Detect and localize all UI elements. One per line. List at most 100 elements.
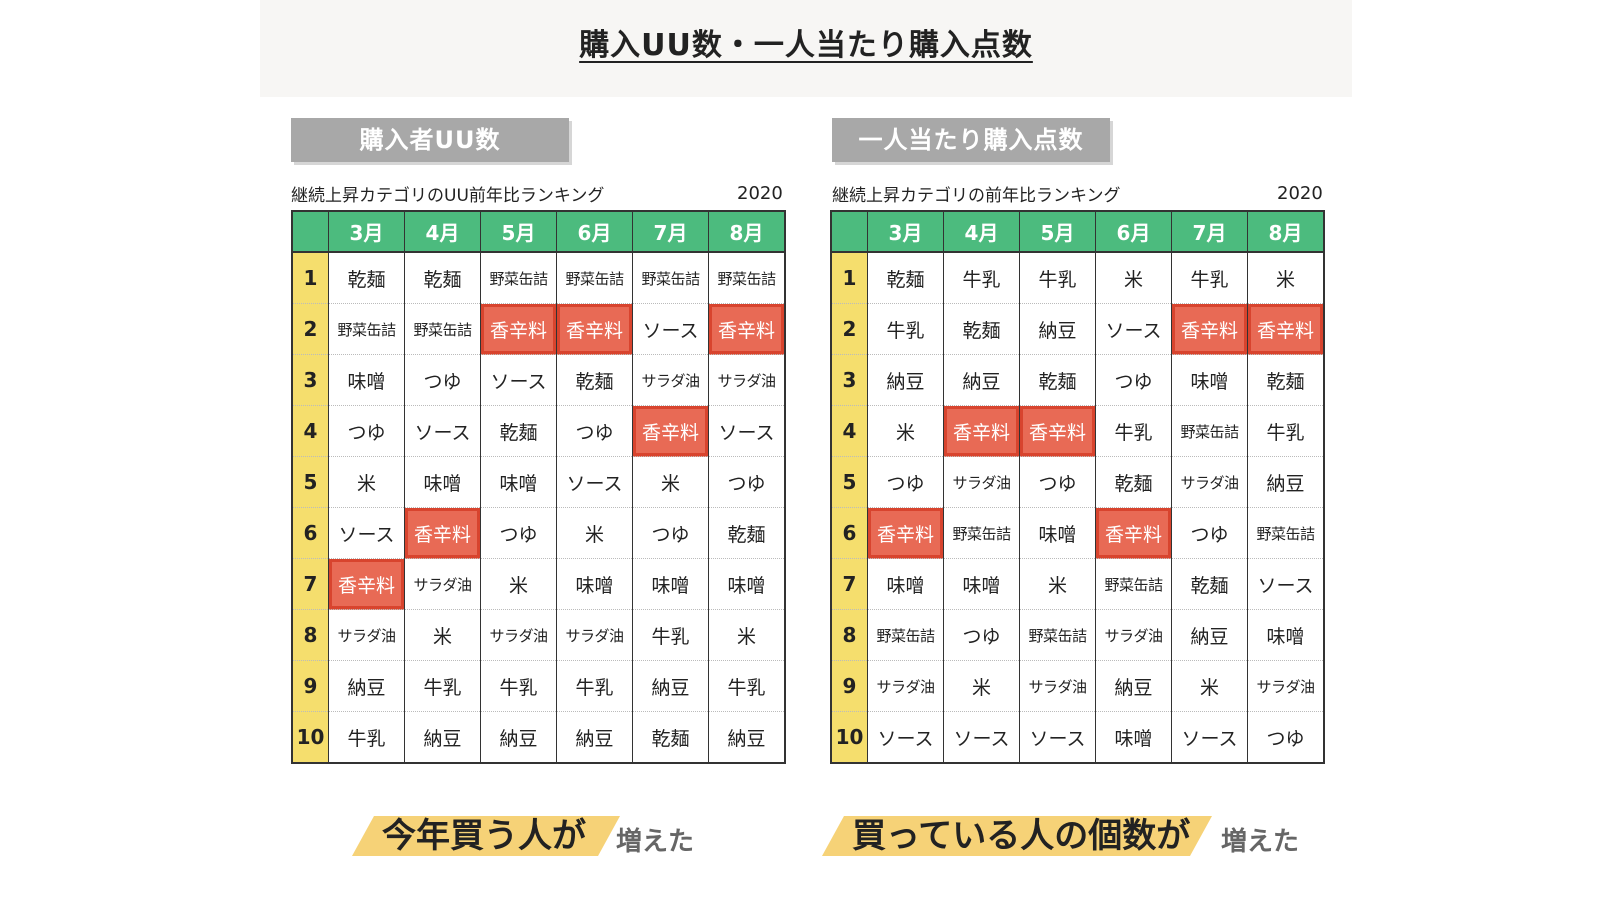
table-cell: 米: [328, 456, 405, 508]
table-cell: ソース: [1247, 558, 1324, 610]
column-header-month: 7月: [632, 211, 709, 253]
table-cell: ソース: [943, 711, 1020, 763]
table-cell: 味噌: [1019, 507, 1096, 559]
rank-number: 6: [292, 507, 329, 559]
table-cell: 野菜缶詰: [404, 303, 481, 355]
table-title-per-person: 継続上昇カテゴリの前年比ランキング: [832, 186, 1121, 206]
table-cell: 米: [943, 660, 1020, 712]
table-cell: 野菜缶詰: [556, 251, 633, 304]
footer-banner-right: 買っている人の個数が 増えた: [822, 816, 1322, 857]
table-cell-highlighted: 香辛料: [1247, 303, 1324, 355]
table-cell: 野菜缶詰: [480, 251, 557, 304]
table-cell-highlighted: 香辛料: [1171, 303, 1248, 355]
table-cell: サラダ油: [1019, 660, 1096, 712]
section-label-uu: 購入者UU数: [291, 118, 569, 162]
table-cell: ソース: [708, 405, 785, 457]
table-cell: サラダ油: [328, 609, 405, 661]
table-cell: つゆ: [943, 609, 1020, 661]
table-cell: 味噌: [1171, 354, 1248, 406]
banner-small-text: 増えた: [1221, 827, 1300, 857]
column-header-month: 6月: [556, 211, 633, 253]
table-cell: 納豆: [480, 711, 557, 763]
rank-number: 1: [292, 251, 329, 304]
table-row: 2 野菜缶詰 野菜缶詰 香辛料 香辛料 ソース 香辛料: [292, 303, 785, 355]
rank-number: 3: [292, 354, 329, 406]
table-cell: ソース: [480, 354, 557, 406]
table-row: 9 サラダ油米サラダ油 納豆米サラダ油: [831, 660, 1324, 712]
table-row: 1 乾麺 牛乳 牛乳米牛乳米: [831, 251, 1324, 304]
column-header-month: 7月: [1171, 211, 1248, 253]
table-cell: 牛乳: [328, 711, 405, 763]
table-cell: 納豆: [708, 711, 785, 763]
table-cell: 米: [867, 405, 944, 457]
table-cell: 乾麺: [404, 251, 481, 304]
table-cell: 米: [632, 456, 709, 508]
table-cell: 納豆: [556, 711, 633, 763]
table-row: 7 香辛料 サラダ油米味噌 味噌 味噌: [292, 558, 785, 610]
table-cell: 野菜缶詰: [632, 251, 709, 304]
column-header-month: 8月: [1247, 211, 1324, 253]
table-cell: 野菜缶詰: [1019, 609, 1096, 661]
table-cell: 牛乳: [708, 660, 785, 712]
banner-highlight-bar: [822, 816, 1212, 856]
table-cell: 乾麺: [1247, 354, 1324, 406]
table-cell: 味噌: [556, 558, 633, 610]
table-cell: つゆ: [328, 405, 405, 457]
table-cell: つゆ: [404, 354, 481, 406]
table-cell: つゆ: [632, 507, 709, 559]
table-cell: つゆ: [708, 456, 785, 508]
table-cell: サラダ油: [404, 558, 481, 610]
rank-number: 3: [831, 354, 868, 406]
table-cell: 納豆: [1247, 456, 1324, 508]
table-title-uu: 継続上昇カテゴリのUU前年比ランキング: [291, 186, 605, 206]
column-header-month: 8月: [708, 211, 785, 253]
column-header-month: 5月: [480, 211, 557, 253]
rank-number: 1: [831, 251, 868, 304]
table-cell: サラダ油: [556, 609, 633, 661]
table-cell: 米: [708, 609, 785, 661]
table-cell-highlighted: 香辛料: [1095, 507, 1172, 559]
table-cell: 味噌: [632, 558, 709, 610]
table-row: 6 香辛料 野菜缶詰 味噌 香辛料 つゆ 野菜缶詰: [831, 507, 1324, 559]
table-cell: サラダ油: [867, 660, 944, 712]
table-row: 3 納豆 納豆 乾麺 つゆ 味噌 乾麺: [831, 354, 1324, 406]
banner-highlight-bar: [352, 816, 620, 856]
banner-big-text: 今年買う人が: [382, 816, 586, 856]
rank-number: 2: [831, 303, 868, 355]
table-row: 5 米味噌 味噌 ソース米つゆ: [292, 456, 785, 508]
table-cell: 乾麺: [1019, 354, 1096, 406]
table-row: 3 味噌 つゆ ソース 乾麺 サラダ油 サラダ油: [292, 354, 785, 406]
rank-number: 9: [831, 660, 868, 712]
table-cell: 野菜缶詰: [943, 507, 1020, 559]
table-cell: サラダ油: [708, 354, 785, 406]
table-cell: 米: [480, 558, 557, 610]
table-cell: 乾麺: [480, 405, 557, 457]
table-cell: つゆ: [867, 456, 944, 508]
table-cell: サラダ油: [1171, 456, 1248, 508]
table-cell: 乾麺: [708, 507, 785, 559]
table-year-per-person: 2020: [1277, 183, 1323, 204]
table-cell: 牛乳: [404, 660, 481, 712]
table-cell: 納豆: [1171, 609, 1248, 661]
table-cell: 野菜缶詰: [867, 609, 944, 661]
table-cell: 乾麺: [1095, 456, 1172, 508]
rank-number: 4: [292, 405, 329, 457]
table-cell: 牛乳: [1171, 251, 1248, 304]
rank-number: 4: [831, 405, 868, 457]
table-cell: 味噌: [708, 558, 785, 610]
table-cell: 牛乳: [1019, 251, 1096, 304]
banner-big-text: 買っている人の個数が: [852, 816, 1191, 856]
table-cell: つゆ: [1095, 354, 1172, 406]
column-header-month: 3月: [867, 211, 944, 253]
table-cell-highlighted: 香辛料: [1019, 405, 1096, 457]
rank-number: 9: [292, 660, 329, 712]
rank-number: 10: [292, 711, 329, 763]
table-cell: 納豆: [328, 660, 405, 712]
table-cell: 牛乳: [867, 303, 944, 355]
table-cell: 米: [1171, 660, 1248, 712]
table-row: 1 乾麺 乾麺 野菜缶詰 野菜缶詰 野菜缶詰 野菜缶詰: [292, 251, 785, 304]
table-cell-highlighted: 香辛料: [328, 558, 405, 610]
table-year-uu: 2020: [737, 183, 783, 204]
header-band: [260, 0, 1352, 97]
rank-number: 8: [831, 609, 868, 661]
